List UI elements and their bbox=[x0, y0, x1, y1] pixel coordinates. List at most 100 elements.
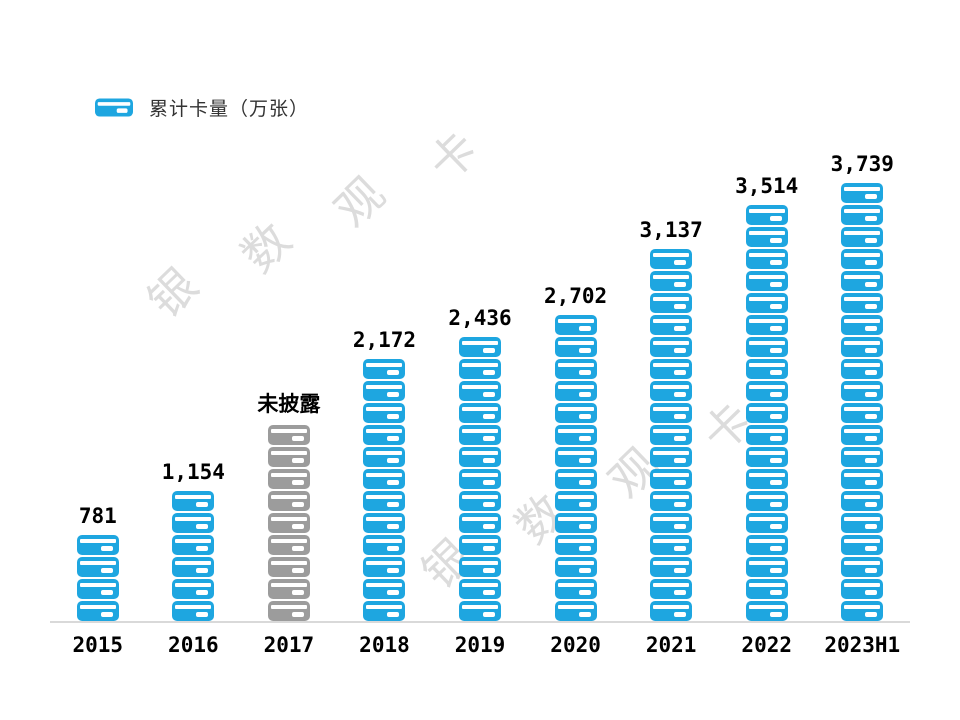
card-icon bbox=[650, 293, 693, 313]
bar-value-label: 781 bbox=[78, 504, 117, 528]
x-axis-label-2019: 2019 bbox=[454, 633, 506, 657]
card-icon bbox=[841, 227, 884, 247]
card-icon bbox=[745, 381, 788, 401]
card-icon bbox=[554, 513, 597, 533]
card-icon bbox=[459, 469, 502, 489]
x-axis-labels: 2015 2016 2017 2018 2019 2020 2021 2022 2023H1 bbox=[50, 633, 910, 657]
card-icon bbox=[554, 381, 597, 401]
card-icon bbox=[650, 315, 693, 335]
bar-group-2020: 2,702 bbox=[528, 284, 624, 621]
card-icon bbox=[267, 579, 310, 599]
x-axis-label-2017: 2017 bbox=[263, 633, 315, 657]
card-icon bbox=[745, 425, 788, 445]
card-icon bbox=[841, 249, 884, 269]
card-icon bbox=[554, 425, 597, 445]
card-icon bbox=[841, 513, 884, 533]
card-icon bbox=[745, 513, 788, 533]
card-icon bbox=[841, 315, 884, 335]
card-icon bbox=[841, 469, 884, 489]
card-icon bbox=[650, 491, 693, 511]
card-icon bbox=[172, 535, 215, 555]
card-icon bbox=[650, 579, 693, 599]
bar-2020 bbox=[554, 315, 597, 621]
card-icon bbox=[363, 557, 406, 577]
card-icon bbox=[841, 337, 884, 357]
card-icon bbox=[363, 403, 406, 423]
card-icon bbox=[650, 513, 693, 533]
card-icon bbox=[363, 359, 406, 379]
card-icon bbox=[745, 315, 788, 335]
card-icon bbox=[650, 271, 693, 291]
card-icon bbox=[172, 513, 215, 533]
card-icon bbox=[459, 381, 502, 401]
bar-group-2018: 2,172 bbox=[337, 328, 433, 621]
card-icon bbox=[650, 601, 693, 621]
card-icon bbox=[745, 293, 788, 313]
card-icon bbox=[554, 403, 597, 423]
card-icon bbox=[841, 491, 884, 511]
x-axis-label-2020: 2020 bbox=[550, 633, 601, 657]
card-icon bbox=[459, 557, 502, 577]
card-icon bbox=[841, 447, 884, 467]
x-axis-label-2016: 2016 bbox=[168, 633, 219, 657]
bar-2022 bbox=[745, 205, 788, 621]
card-icon bbox=[554, 469, 597, 489]
card-icon bbox=[650, 557, 693, 577]
bar-2017 bbox=[267, 425, 310, 621]
x-axis-label-2022: 2022 bbox=[741, 633, 792, 657]
card-icon bbox=[267, 469, 310, 489]
bar-group-2022: 3,514 bbox=[719, 174, 815, 621]
card-icon bbox=[76, 601, 119, 621]
card-icon bbox=[363, 535, 406, 555]
bar-2021 bbox=[650, 249, 693, 621]
card-icon bbox=[554, 315, 597, 335]
card-icon bbox=[554, 337, 597, 357]
card-icon bbox=[267, 425, 310, 445]
x-axis-label-2023H1: 2023H1 bbox=[824, 633, 901, 657]
bar-value-label: 1,154 bbox=[161, 460, 225, 484]
card-icon bbox=[650, 381, 693, 401]
card-icon bbox=[363, 513, 406, 533]
card-icon bbox=[745, 271, 788, 291]
card-icon bbox=[76, 579, 119, 599]
card-icon bbox=[172, 557, 215, 577]
card-icon bbox=[650, 447, 693, 467]
card-icon bbox=[459, 513, 502, 533]
card-icon bbox=[172, 491, 215, 511]
card-icon bbox=[459, 491, 502, 511]
card-icon bbox=[459, 403, 502, 423]
x-axis-label-2015: 2015 bbox=[72, 633, 124, 657]
card-icon bbox=[363, 447, 406, 467]
card-icon bbox=[459, 337, 502, 357]
card-icon bbox=[363, 601, 406, 621]
card-icon bbox=[172, 601, 215, 621]
card-icon bbox=[745, 491, 788, 511]
card-icon bbox=[650, 403, 693, 423]
card-icon bbox=[841, 293, 884, 313]
card-icon bbox=[267, 513, 310, 533]
card-icon bbox=[459, 447, 502, 467]
card-icon bbox=[95, 95, 133, 120]
card-icon bbox=[363, 579, 406, 599]
card-icon bbox=[363, 425, 406, 445]
card-icon bbox=[267, 535, 310, 555]
bar-group-2016: 1,154 bbox=[146, 460, 242, 621]
card-icon bbox=[172, 579, 215, 599]
card-icon bbox=[554, 491, 597, 511]
card-icon bbox=[76, 535, 119, 555]
bar-value-label: 3,514 bbox=[735, 174, 799, 198]
card-icon bbox=[745, 557, 788, 577]
x-axis-label-2021: 2021 bbox=[645, 633, 697, 657]
card-icon bbox=[76, 557, 119, 577]
bar-2023H1 bbox=[841, 183, 884, 621]
card-icon bbox=[841, 557, 884, 577]
card-icon bbox=[841, 425, 884, 445]
card-icon bbox=[554, 535, 597, 555]
card-icon bbox=[745, 227, 788, 247]
card-icon bbox=[267, 557, 310, 577]
card-icon bbox=[554, 557, 597, 577]
bar-group-2023H1: 3,739 bbox=[815, 152, 911, 621]
bar-2018 bbox=[363, 359, 406, 621]
credit-card-icon bbox=[95, 95, 133, 120]
bar-value-label: 3,137 bbox=[639, 218, 703, 242]
